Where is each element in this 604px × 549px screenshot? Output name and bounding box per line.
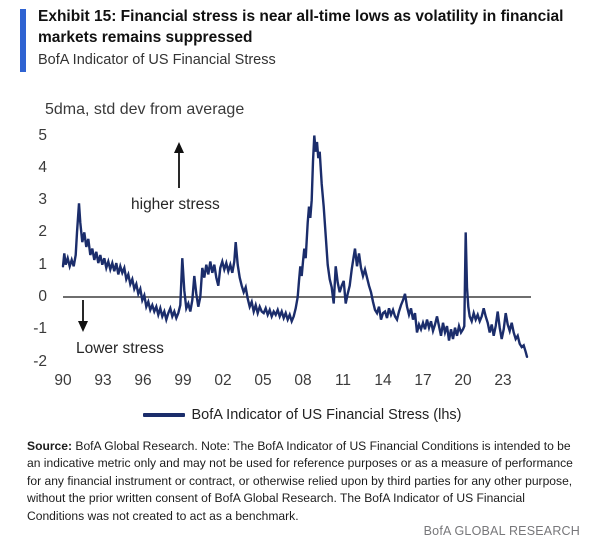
x-tick-label: 23	[494, 372, 512, 389]
source-label: Source:	[27, 439, 73, 453]
x-tick-label: 96	[134, 372, 152, 389]
x-tick-label: 02	[214, 372, 232, 389]
lower-stress-arrowhead	[78, 321, 88, 332]
lower-stress-annotation: Lower stress	[76, 340, 164, 357]
x-tick-label: 93	[94, 372, 112, 389]
higher-stress-annotation: higher stress	[131, 196, 220, 213]
x-tick-label: 11	[334, 372, 352, 389]
x-tick-label: 20	[454, 372, 472, 389]
y-tick-label: 4	[38, 158, 47, 176]
x-tick-label: 05	[254, 372, 272, 389]
y-tick-label: 5	[38, 126, 47, 144]
legend-line-swatch	[142, 413, 185, 417]
y-axis-title: 5dma, std dev from average	[45, 101, 245, 118]
higher-stress-arrowhead	[174, 142, 184, 153]
x-tick-label: 08	[294, 372, 312, 389]
x-tick-label: 99	[174, 372, 192, 389]
chart-subtitle: BofA Indicator of US Financial Stress	[38, 52, 276, 68]
source-text: BofA Global Research. Note: The BofA Ind…	[27, 439, 573, 523]
y-tick-label: -1	[33, 320, 47, 338]
bofa-global-research-brand: BofA GLOBAL RESEARCH	[423, 524, 580, 538]
x-tick-label: 14	[374, 372, 392, 389]
exhibit-title: Exhibit 15: Financial stress is near all…	[38, 8, 564, 46]
y-tick-label: -2	[33, 352, 47, 370]
y-axis-tick-labels: 5 4 3 2 1 0 -1 -2	[10, 0, 47, 420]
y-tick-label: 1	[38, 255, 47, 273]
x-tick-label: 90	[54, 372, 72, 389]
source-note: Source: BofA Global Research. Note: The …	[27, 438, 583, 525]
y-tick-label: 0	[38, 288, 47, 305]
y-tick-label: 2	[38, 223, 47, 241]
title-accent-bar	[20, 9, 26, 72]
x-tick-label: 17	[414, 372, 432, 389]
legend-label: BofA Indicator of US Financial Stress (l…	[191, 407, 462, 423]
legend: BofA Indicator of US Financial Stress (l…	[0, 404, 604, 426]
y-tick-label: 3	[38, 191, 47, 209]
stress-line-series	[61, 135, 529, 358]
